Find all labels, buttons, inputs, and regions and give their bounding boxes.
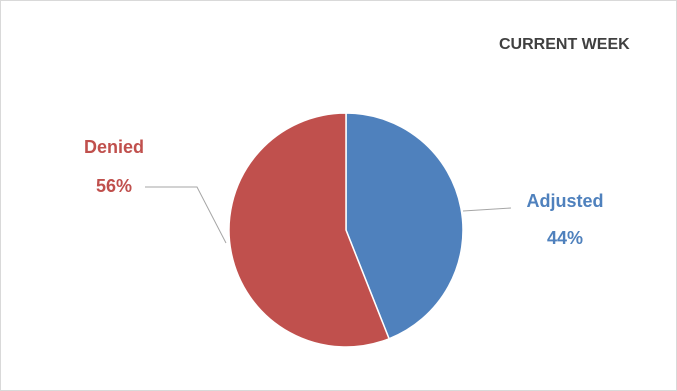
data-label-adjusted-name: Adjusted bbox=[526, 191, 603, 211]
data-label-denied-percent: 56% bbox=[96, 176, 132, 196]
leader-lines bbox=[145, 186, 512, 244]
pie-slice-denied bbox=[228, 112, 391, 348]
data-label-adjusted-percent: 44% bbox=[547, 228, 583, 248]
chart-title: CURRENT WEEK bbox=[499, 36, 630, 53]
data-label-denied-name: Denied bbox=[84, 137, 144, 157]
leader-line-denied bbox=[145, 186, 227, 244]
pie-slices bbox=[228, 112, 464, 348]
pie-slice-adjusted bbox=[345, 112, 464, 340]
leader-line-adjusted bbox=[462, 207, 512, 212]
